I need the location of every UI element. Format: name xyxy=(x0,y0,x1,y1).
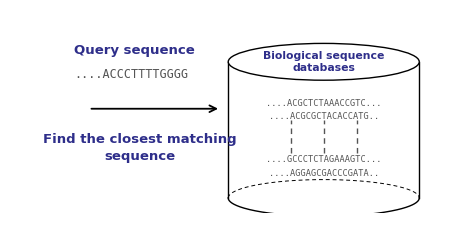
Text: ....AGGAGCGACCCGATA..: ....AGGAGCGACCCGATA.. xyxy=(269,169,379,178)
Polygon shape xyxy=(228,62,419,198)
Text: ....ACGCTCTAAACCGTC...: ....ACGCTCTAAACCGTC... xyxy=(266,99,382,108)
Text: Biological sequence
databases: Biological sequence databases xyxy=(263,51,384,73)
Text: Find the closest matching
sequence: Find the closest matching sequence xyxy=(43,133,237,163)
Text: ....ACGCGCTACACCATG..: ....ACGCGCTACACCATG.. xyxy=(269,112,379,121)
Text: ....ACCCTTTTGGGG: ....ACCCTTTTGGGG xyxy=(74,68,188,81)
Text: Query sequence: Query sequence xyxy=(74,44,195,57)
Text: ....GCCCTCTAGAAAGTC...: ....GCCCTCTAGAAAGTC... xyxy=(266,155,382,164)
Ellipse shape xyxy=(228,43,419,80)
